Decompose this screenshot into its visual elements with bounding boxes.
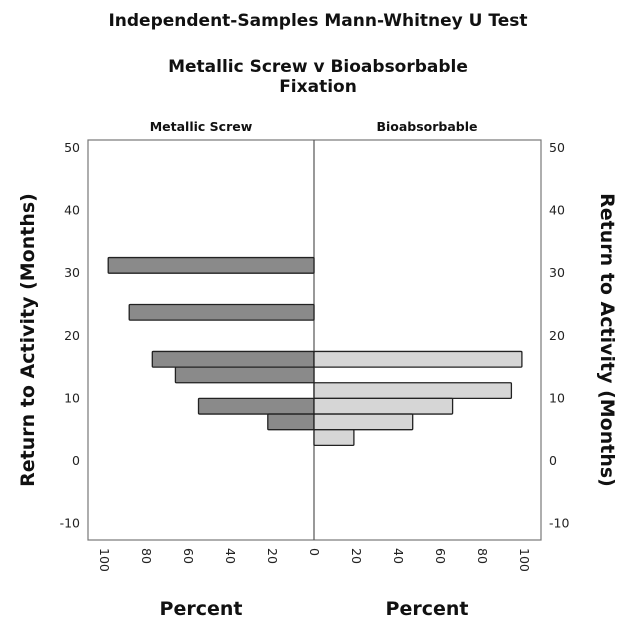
x-tick-left-1: 80 xyxy=(139,548,154,564)
x-tick-left-5: 0 xyxy=(307,548,322,556)
y-tick-left-6: -10 xyxy=(60,516,80,531)
x-tick-left-3: 40 xyxy=(223,548,238,564)
x-tick-right-4: 100 xyxy=(517,548,532,572)
y-tick-left-5: 0 xyxy=(72,453,80,468)
x-tick-right-1: 40 xyxy=(391,548,406,564)
bar-left-5 xyxy=(267,413,315,431)
bar-right-1 xyxy=(313,382,513,400)
x-tick-left-0: 100 xyxy=(97,548,112,572)
y-tick-right-6: -10 xyxy=(549,516,569,531)
bar-left-0 xyxy=(107,256,315,274)
right-panel-label: Bioabsorbable xyxy=(376,119,477,134)
x-tick-right-2: 60 xyxy=(433,548,448,564)
y-axis-label-left: Return to Activity (Months) xyxy=(17,193,39,487)
y-tick-right-5: 0 xyxy=(549,453,557,468)
bar-left-3 xyxy=(174,366,315,384)
chart-subtitle-line1: Metallic Screw v Bioabsorbable xyxy=(168,57,468,77)
x-tick-left-4: 20 xyxy=(265,548,280,564)
bar-right-4 xyxy=(313,429,355,447)
bar-left-1 xyxy=(128,303,315,321)
x-axis-label-left: Percent xyxy=(160,598,243,620)
bar-right-2 xyxy=(313,397,454,415)
y-tick-right-4: 10 xyxy=(549,390,565,405)
y-tick-right-2: 30 xyxy=(549,265,565,280)
bar-left-2 xyxy=(151,350,315,368)
x-tick-left-2: 60 xyxy=(181,548,196,564)
bar-right-0 xyxy=(313,350,523,368)
y-tick-right-1: 40 xyxy=(549,203,565,218)
x-tick-right-0: 20 xyxy=(349,548,364,564)
y-tick-left-1: 40 xyxy=(64,203,80,218)
chart-subtitle-line2: Fixation xyxy=(279,77,357,97)
bar-right-3 xyxy=(313,413,414,431)
y-tick-right-0: 50 xyxy=(549,140,565,155)
y-tick-left-3: 20 xyxy=(64,328,80,343)
x-tick-right-3: 80 xyxy=(475,548,490,564)
y-tick-right-3: 20 xyxy=(549,328,565,343)
y-tick-left-4: 10 xyxy=(64,390,80,405)
left-panel-label: Metallic Screw xyxy=(150,119,253,134)
bar-left-4 xyxy=(197,397,315,415)
chart-title: Independent-Samples Mann-Whitney U Test xyxy=(108,11,527,31)
y-axis-label-right: Return to Activity (Months) xyxy=(596,193,618,487)
y-tick-left-0: 50 xyxy=(64,140,80,155)
x-axis-label-right: Percent xyxy=(386,598,469,620)
y-tick-left-2: 30 xyxy=(64,265,80,280)
